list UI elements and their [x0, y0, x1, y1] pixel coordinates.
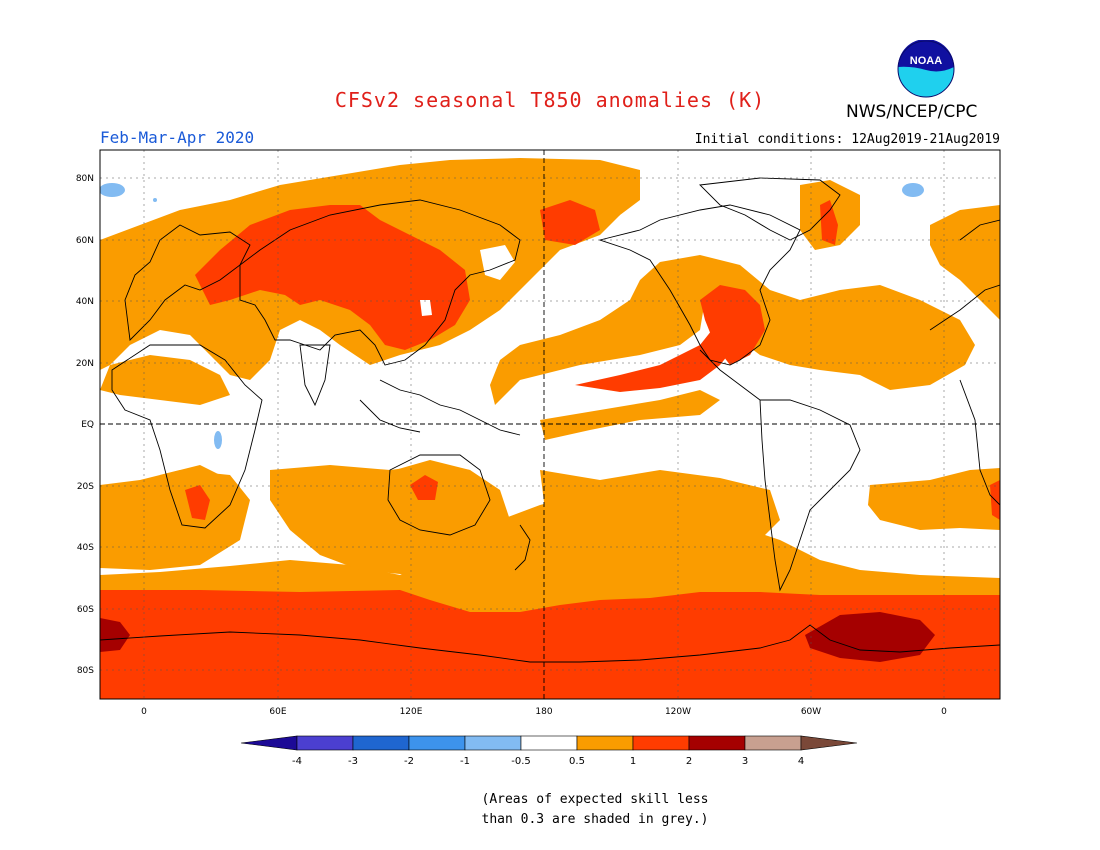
colorbar-label: -2	[404, 756, 414, 767]
colorbar: -4 -3 -2 -1 -0.5 0.5 1 2 3 4	[240, 735, 858, 767]
lon-label: 60W	[801, 707, 821, 717]
colorbar-label: -3	[348, 756, 358, 767]
lat-label: 20S	[77, 482, 94, 492]
colorbar-box	[464, 735, 522, 751]
colorbar-box	[576, 735, 634, 751]
lon-label: 0	[941, 707, 947, 717]
skill-note-line2: than 0.3 are shaded in grey.)	[481, 812, 709, 827]
coastlines	[100, 177, 1000, 663]
season-label: Feb-Mar-Apr 2020	[100, 128, 255, 147]
colorbar-box	[632, 735, 690, 751]
lon-label: 0	[141, 707, 147, 717]
colorbar-arrow-low	[240, 735, 298, 751]
initial-conditions-label: Initial conditions: 12Aug2019-21Aug2019	[694, 132, 1000, 147]
colorbar-box	[744, 735, 802, 751]
lat-label: 40N	[76, 297, 94, 307]
map-frame	[99, 149, 1001, 700]
lat-label: 60N	[76, 236, 94, 246]
map-title: CFSv2 seasonal T850 anomalies (K)	[334, 88, 766, 112]
colorbar-label: -0.5	[511, 756, 531, 767]
lat-label: EQ	[81, 420, 94, 430]
equator-dateline	[100, 150, 1000, 699]
longitude-labels: 0 60E 120E 180 120W 60W 0	[141, 707, 947, 717]
lon-label: 180	[535, 707, 552, 717]
colorbar-label: 4	[798, 756, 804, 767]
lat-label: 80S	[77, 666, 94, 676]
lon-label: 60E	[269, 707, 286, 717]
noaa-logo-icon: NOAA	[897, 40, 955, 98]
colorbar-label: 1	[630, 756, 636, 767]
colorbar-box	[296, 735, 354, 751]
colorbar-arrow-high	[800, 735, 858, 751]
skill-note-line1: (Areas of expected skill less	[481, 792, 709, 807]
lon-label: 120W	[665, 707, 691, 717]
colorbar-label: 2	[686, 756, 692, 767]
lat-label: 60S	[77, 605, 94, 615]
colorbar-label: 3	[742, 756, 748, 767]
lat-label: 20N	[76, 359, 94, 369]
latitude-labels: 80N 60N 40N 20N EQ 20S 40S 60S 80S	[76, 174, 94, 676]
colorbar-label: -4	[292, 756, 302, 767]
colorbar-label: -1	[460, 756, 470, 767]
colorbar-box	[688, 735, 746, 751]
lat-label: 80N	[76, 174, 94, 184]
colorbar-box	[520, 735, 578, 751]
noaa-logo-text: NOAA	[910, 55, 942, 67]
lat-label: 40S	[77, 543, 94, 553]
anomaly-layer-neg-0.5-1	[100, 183, 924, 449]
colorbar-box	[352, 735, 410, 751]
anomaly-layer-1-2	[100, 200, 1000, 699]
colorbar-box	[408, 735, 466, 751]
agency-label: NWS/NCEP/CPC	[846, 102, 978, 122]
grid-lines	[100, 150, 1000, 699]
colorbar-label: 0.5	[569, 756, 585, 767]
anomaly-layer-2-3	[100, 612, 935, 662]
lon-label: 120E	[400, 707, 423, 717]
